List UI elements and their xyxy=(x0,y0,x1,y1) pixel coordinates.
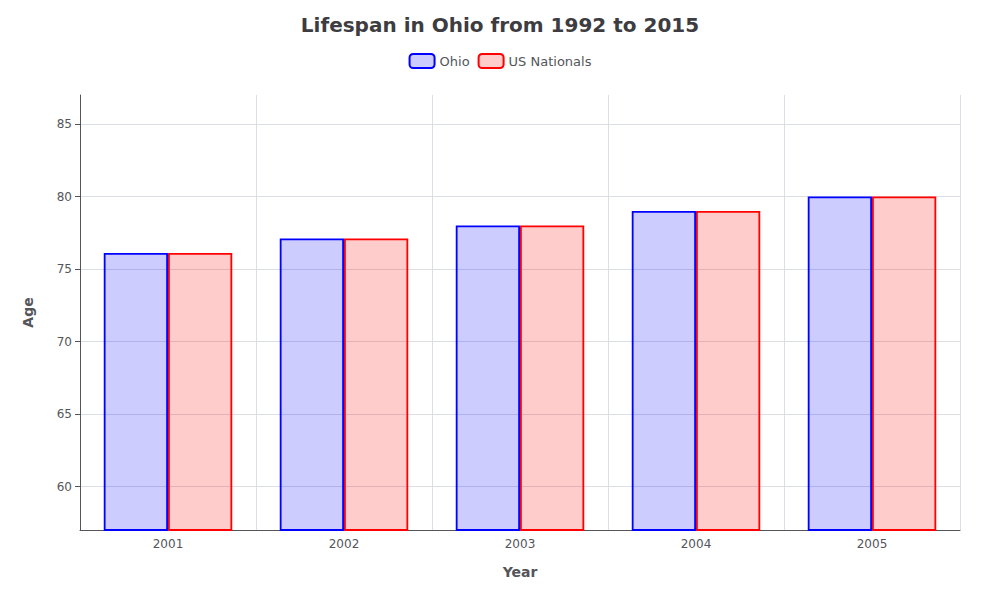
svg-text:85: 85 xyxy=(57,117,72,131)
svg-text:US Nationals: US Nationals xyxy=(509,54,592,69)
svg-text:70: 70 xyxy=(57,335,72,349)
svg-text:65: 65 xyxy=(57,407,72,421)
svg-text:Lifespan in Ohio from 1992 to: Lifespan in Ohio from 1992 to 2015 xyxy=(301,13,699,37)
svg-text:2005: 2005 xyxy=(857,537,888,551)
svg-text:2002: 2002 xyxy=(329,537,360,551)
svg-text:2003: 2003 xyxy=(505,537,536,551)
svg-text:75: 75 xyxy=(57,262,72,276)
svg-text:80: 80 xyxy=(57,190,72,204)
svg-text:2001: 2001 xyxy=(153,537,184,551)
svg-text:Age: Age xyxy=(20,297,36,327)
svg-text:60: 60 xyxy=(57,480,72,494)
svg-text:Ohio: Ohio xyxy=(440,54,470,69)
svg-text:Year: Year xyxy=(502,564,538,580)
svg-text:2004: 2004 xyxy=(681,537,712,551)
